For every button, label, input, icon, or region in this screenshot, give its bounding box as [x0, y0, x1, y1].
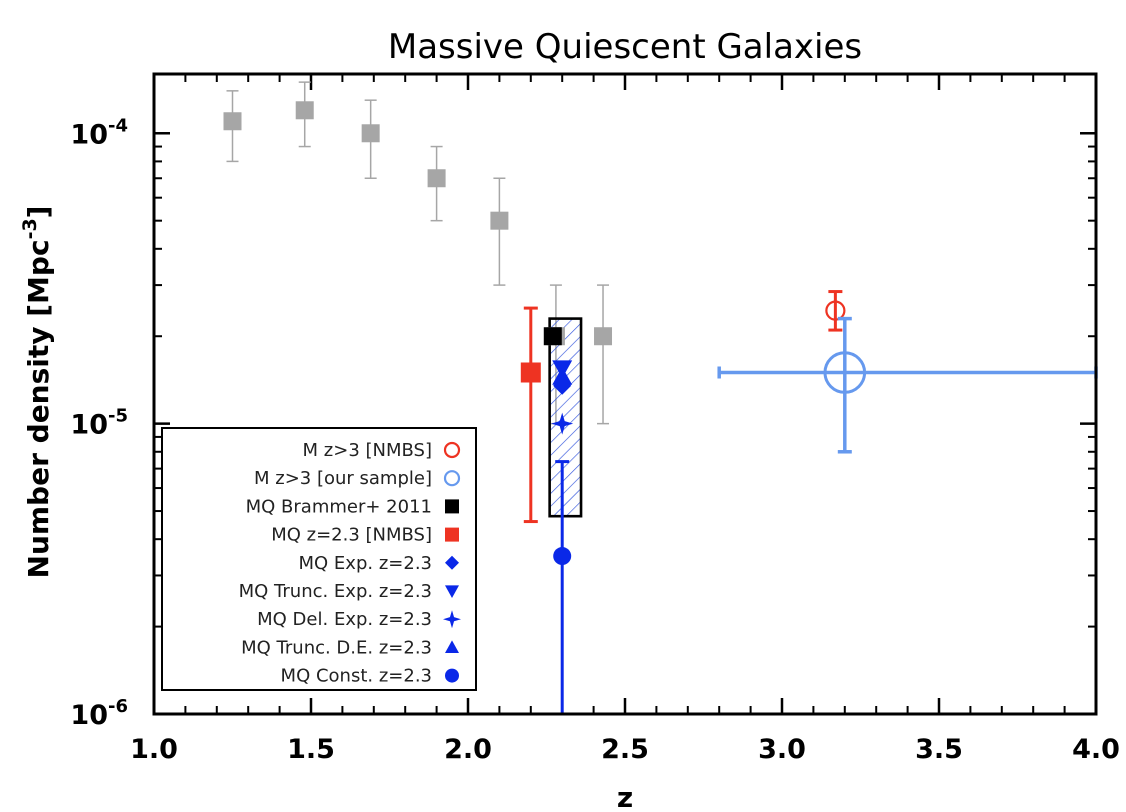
y-tick-label: 10-4	[70, 115, 128, 150]
lightblue-open-circle-point	[823, 351, 867, 394]
brammer-range-box	[548, 317, 583, 518]
legend-entry-label: MQ Trunc. D.E. z=2.3	[241, 637, 432, 658]
x-tick-label: 2.0	[444, 734, 492, 765]
x-tick-label: 1.5	[287, 734, 335, 765]
legend-entry-marker	[443, 610, 461, 629]
x-tick-label: 3.0	[758, 734, 806, 765]
gray-square-point	[223, 112, 242, 131]
legend-entry-label: M z>3 [our sample]	[254, 468, 432, 489]
legend-entry-label: MQ Const. z=2.3	[281, 666, 432, 687]
gray-square-point	[490, 211, 509, 230]
blue-trunc-de-point	[552, 366, 573, 385]
brammer-square-point	[543, 327, 562, 346]
legend-entry-marker	[445, 555, 459, 570]
red-square-point	[520, 362, 541, 383]
blue-del-exp-point	[551, 412, 574, 435]
plot-frame	[152, 72, 1098, 716]
legend-entry-label: M z>3 [NMBS]	[303, 440, 432, 461]
legend: M z>3 [NMBS] M z>3 [our sample] MQ Brammer…	[161, 427, 477, 691]
blue-exp-point	[553, 376, 572, 395]
axis-ticks-layer: 1.0 1.5 2.0 2.5 3.0 3.5 4.0 10-4 10-5 10-6	[70, 74, 1120, 765]
x-tick-label: 2.5	[601, 734, 649, 765]
x-tick-label: 3.5	[915, 734, 963, 765]
legend-entry-marker	[445, 527, 459, 542]
red-open-circle-point	[825, 300, 846, 321]
blue-const-point	[553, 547, 572, 566]
legend-box	[161, 427, 477, 691]
data-layer	[223, 81, 1098, 716]
y-tick-label: 10-6	[70, 696, 128, 731]
legend-entry-label: MQ Trunc. Exp. z=2.3	[239, 581, 432, 602]
x-axis-label: z	[617, 781, 633, 812]
legend-entry-label: MQ z=2.3 [NMBS]	[271, 525, 432, 546]
gray-square-point	[594, 327, 613, 346]
gray-square-point	[427, 169, 446, 188]
gray-square-point	[295, 101, 314, 120]
legend-entry-label: MQ Del. Exp. z=2.3	[257, 609, 432, 630]
legend-entry-marker	[445, 585, 459, 598]
chart-title: Massive Quiescent Galaxies	[388, 27, 862, 67]
legend-entry-marker	[445, 668, 459, 683]
legend-entry-marker	[443, 470, 461, 487]
x-tick-label: 1.0	[130, 734, 178, 765]
legend-entry-label: MQ Exp. z=2.3	[299, 553, 432, 574]
legend-entry-marker	[445, 499, 459, 514]
gray-square-point	[361, 124, 380, 143]
legend-entry-label: MQ Brammer+ 2011	[246, 496, 432, 517]
legend-entry-marker	[445, 640, 459, 653]
y-tick-label: 10-5	[70, 406, 128, 441]
legend-entry-marker	[443, 441, 461, 459]
y-axis-label: Number density [Mpc-3]	[19, 206, 55, 579]
x-tick-label: 4.0	[1072, 734, 1120, 765]
